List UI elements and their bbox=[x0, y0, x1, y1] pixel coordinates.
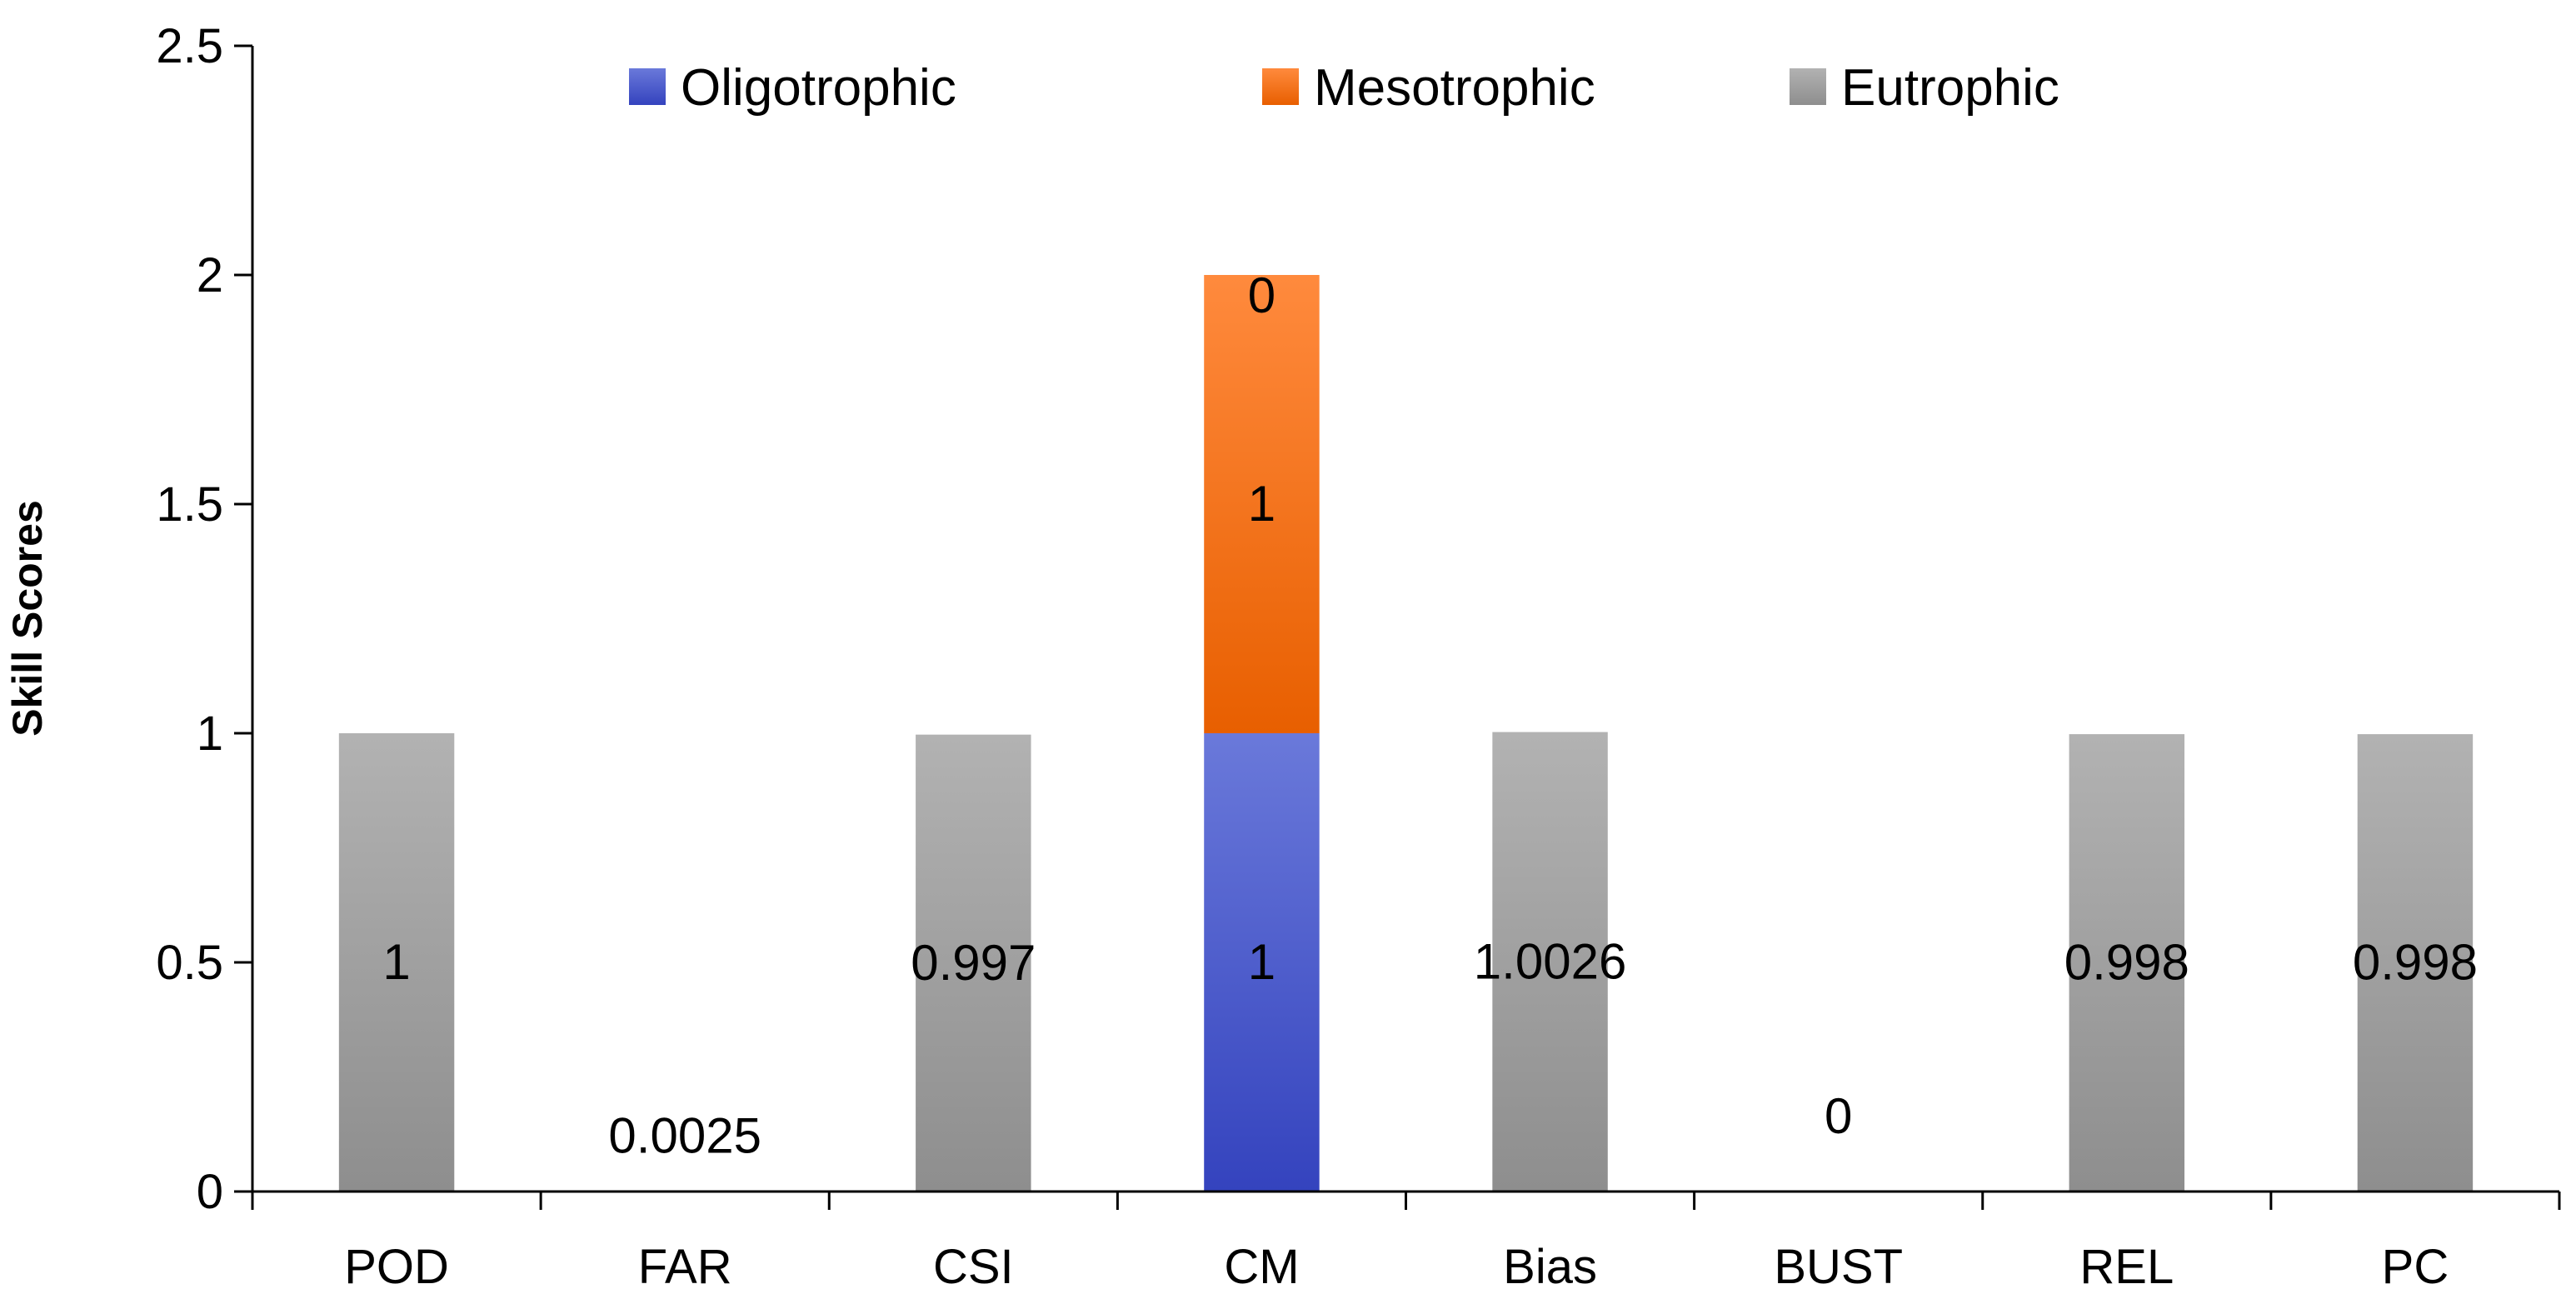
x-tick-label: FAR bbox=[638, 1240, 732, 1294]
legend-swatch-eutrophic bbox=[1790, 68, 1826, 105]
data-label: 1 bbox=[382, 934, 410, 990]
legend-label-oligotrophic: Oligotrophic bbox=[681, 59, 956, 117]
x-tick-label: CM bbox=[1224, 1240, 1299, 1294]
legend: Oligotrophic Mesotrophic Eutrophic bbox=[629, 59, 2059, 117]
bar-eutrophic-pod bbox=[338, 733, 455, 1192]
data-label: 1.0026 bbox=[1474, 933, 1627, 989]
bar-oligotrophic-cm bbox=[1204, 733, 1320, 1192]
bar-eutrophic-pc bbox=[2357, 734, 2474, 1192]
x-tick-label: BUST bbox=[1774, 1240, 1903, 1294]
x-tick-label: CSI bbox=[933, 1240, 1014, 1294]
data-label: 1 bbox=[1248, 476, 1276, 532]
bar-mesotrophic-cm bbox=[1204, 275, 1320, 733]
y-tick-label: 0.5 bbox=[156, 936, 223, 990]
y-tick-label: 0 bbox=[197, 1165, 223, 1219]
bar-eutrophic-rel bbox=[2069, 734, 2185, 1192]
data-label: 0 bbox=[1825, 1088, 1852, 1144]
x-tick-label: REL bbox=[2079, 1240, 2174, 1294]
legend-label-eutrophic: Eutrophic bbox=[1841, 59, 2059, 117]
y-tick-label: 1 bbox=[197, 707, 223, 761]
y-axis-title: Skill Scores bbox=[4, 500, 51, 737]
bars bbox=[338, 275, 2474, 1192]
y-axis: 0 0.5 1 1.5 2 2.5 bbox=[156, 19, 254, 1219]
x-tick-label: PC bbox=[2382, 1240, 2449, 1294]
y-tick-label: 2.5 bbox=[156, 19, 223, 73]
data-label: 0.998 bbox=[2353, 935, 2478, 991]
data-labels: 1 0.0025 0.997 1 1 0 1.0026 0 0.998 0.998 bbox=[382, 267, 2478, 1164]
y-tick-label: 2 bbox=[197, 248, 223, 302]
data-label: 0.0025 bbox=[608, 1108, 761, 1164]
bar-eutrophic-bias bbox=[1492, 732, 1608, 1192]
data-label: 0.998 bbox=[2064, 935, 2189, 991]
bar-eutrophic-csi bbox=[916, 734, 1031, 1192]
legend-swatch-oligotrophic bbox=[629, 68, 666, 105]
x-tick-label: POD bbox=[344, 1240, 449, 1294]
legend-swatch-mesotrophic bbox=[1262, 68, 1299, 105]
legend-label-mesotrophic: Mesotrophic bbox=[1314, 59, 1595, 117]
data-label: 1 bbox=[1248, 934, 1276, 990]
x-tick-label: Bias bbox=[1503, 1240, 1597, 1294]
y-tick-label: 1.5 bbox=[156, 477, 223, 532]
data-label: 0 bbox=[1248, 267, 1276, 323]
data-label: 0.997 bbox=[911, 935, 1036, 991]
x-axis: POD FAR CSI CM Bias BUST REL PC bbox=[251, 1190, 2561, 1294]
